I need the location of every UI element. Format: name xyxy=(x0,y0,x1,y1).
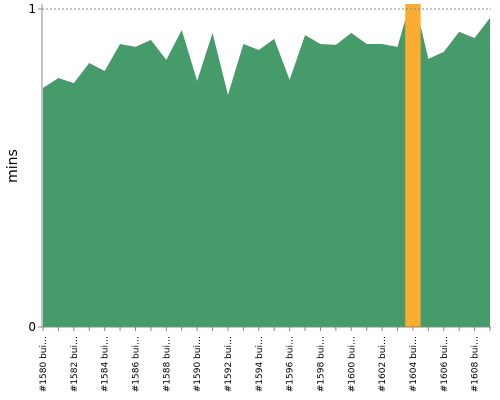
y-tick-label: 1 xyxy=(28,2,36,16)
x-tick-label: #1580 bui… xyxy=(39,336,49,392)
x-tick-label: #1606 bui… xyxy=(440,336,450,392)
y-tick-label: 0 xyxy=(28,320,36,334)
x-tick-label: #1582 bui… xyxy=(70,336,80,392)
x-tick-label: #1592 bui… xyxy=(224,336,234,392)
plot-area xyxy=(43,4,490,327)
area xyxy=(43,4,490,327)
x-tick-label: #1598 bui… xyxy=(316,336,326,392)
x-tick-label: #1600 bui… xyxy=(347,336,357,392)
x-tick-label: #1594 bui… xyxy=(255,336,265,392)
x-tick-label: #1602 bui… xyxy=(378,336,388,392)
y-axis-label: mins xyxy=(5,149,21,183)
x-tick-label: #1604 bui… xyxy=(409,336,419,392)
x-tick-label: #1584 bui… xyxy=(101,336,111,392)
x-tick-label: #1608 bui… xyxy=(471,336,481,392)
x-tick-label: #1588 bui… xyxy=(162,336,172,392)
x-tick-label: #1596 bui… xyxy=(286,336,296,392)
x-tick-label: #1586 bui… xyxy=(131,336,141,392)
highlight-bar xyxy=(405,4,421,327)
x-tick-label: #1590 bui… xyxy=(193,336,203,392)
